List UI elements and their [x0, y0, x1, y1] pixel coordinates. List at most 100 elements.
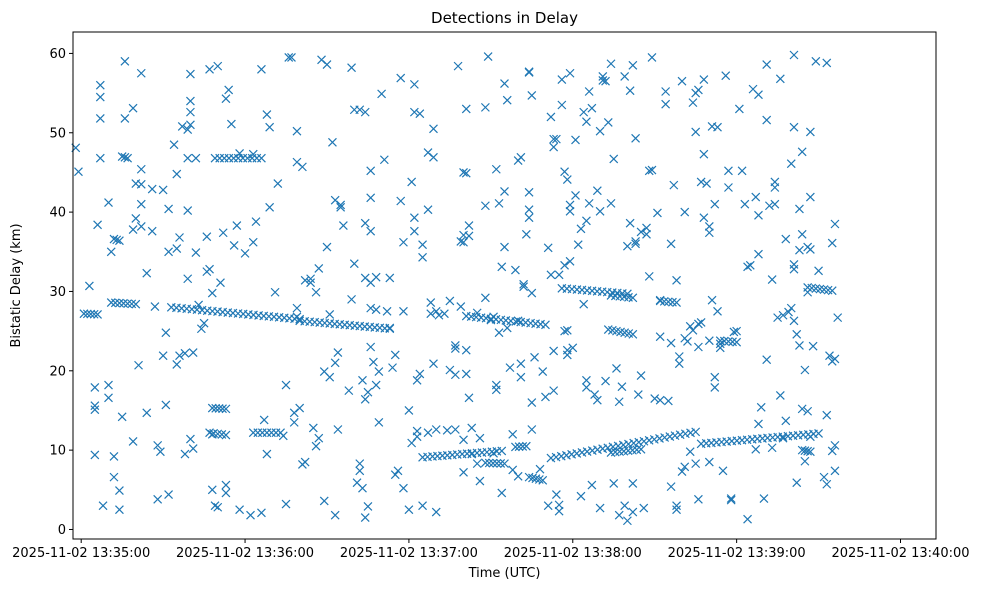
x-tick-label: 2025-11-02 13:39:00: [668, 546, 806, 561]
data-point: [636, 227, 646, 237]
data-point: [770, 199, 780, 209]
data-point: [527, 91, 537, 100]
data-point: [388, 363, 397, 373]
data-point: [592, 186, 602, 196]
data-point: [789, 122, 799, 132]
data-point: [164, 204, 174, 214]
data-point: [226, 119, 236, 129]
data-point: [415, 109, 425, 119]
data-point: [461, 168, 471, 178]
data-point: [292, 303, 302, 313]
data-point: [456, 237, 466, 246]
data-point: [754, 249, 763, 259]
data-point: [693, 342, 703, 352]
data-point: [524, 187, 534, 197]
data-point: [598, 72, 608, 81]
data-point: [732, 326, 742, 336]
data-point: [409, 107, 419, 117]
data-point: [396, 196, 406, 206]
y-tick-label: 10: [49, 444, 66, 459]
data-point: [472, 459, 482, 469]
x-tick-label: 2025-11-02 13:36:00: [176, 546, 314, 561]
data-point: [136, 199, 146, 209]
data-point: [775, 74, 785, 84]
data-point: [554, 506, 564, 516]
data-point: [527, 398, 537, 407]
data-point: [827, 286, 837, 296]
data-point: [666, 482, 676, 492]
data-point: [86, 309, 96, 319]
data-point: [743, 514, 752, 524]
data-point: [822, 479, 832, 489]
data-point: [172, 244, 182, 254]
data-point: [161, 328, 171, 338]
data-point: [445, 296, 455, 306]
data-point: [513, 316, 523, 326]
y-tick-label: 0: [58, 523, 66, 538]
data-point: [584, 87, 594, 96]
data-point: [93, 220, 103, 230]
data-point: [754, 419, 763, 429]
data-point: [666, 239, 676, 249]
data-point: [128, 225, 138, 234]
data-point: [631, 239, 641, 249]
data-point: [235, 505, 245, 515]
data-point: [680, 462, 690, 472]
x-axis: 2025-11-02 13:35:00 2025-11-02 13:36:00 20…: [12, 539, 970, 561]
data-point: [524, 68, 534, 77]
data-point: [704, 457, 714, 467]
data-point: [134, 360, 143, 370]
data-point: [153, 440, 163, 450]
data-point: [502, 323, 512, 333]
data-point: [183, 206, 193, 215]
data-point: [136, 221, 146, 231]
data-point: [751, 444, 761, 454]
data-point: [543, 243, 553, 253]
data-point: [830, 219, 840, 229]
data-point: [576, 491, 586, 501]
data-point: [677, 76, 687, 86]
data-point: [549, 346, 559, 356]
data-point: [333, 348, 343, 357]
data-point: [459, 467, 468, 477]
data-point: [625, 218, 635, 228]
data-point: [205, 64, 214, 74]
data-point: [431, 306, 441, 316]
data-point: [560, 260, 570, 270]
data-point: [683, 337, 692, 346]
data-point: [221, 488, 231, 498]
data-point: [306, 274, 316, 284]
plot-frame: [72, 31, 937, 540]
data-point: [773, 313, 783, 323]
data-point: [699, 75, 709, 85]
data-point: [186, 107, 195, 117]
data-point: [117, 152, 127, 161]
data-point: [180, 348, 190, 358]
data-point: [120, 152, 130, 162]
data-point: [374, 367, 384, 377]
data-point: [677, 467, 687, 476]
data-point: [213, 61, 223, 71]
data-point: [595, 206, 605, 216]
data-point: [186, 434, 195, 444]
data-point: [322, 60, 332, 69]
data-point: [814, 266, 823, 276]
data-point: [221, 480, 231, 490]
data-point: [104, 393, 113, 403]
data-point: [521, 441, 531, 451]
data-point: [562, 175, 572, 185]
data-point: [691, 127, 701, 137]
data-point: [311, 287, 321, 297]
data-point: [120, 114, 130, 123]
data-point: [549, 134, 559, 144]
data-point: [377, 89, 387, 99]
data-point: [628, 507, 638, 517]
data-point: [693, 319, 703, 329]
data-point: [207, 403, 217, 413]
data-point: [541, 392, 550, 402]
data-point: [628, 293, 638, 303]
data-point: [571, 191, 580, 200]
data-point: [418, 240, 427, 250]
data-point: [131, 214, 141, 223]
data-point: [582, 375, 591, 385]
